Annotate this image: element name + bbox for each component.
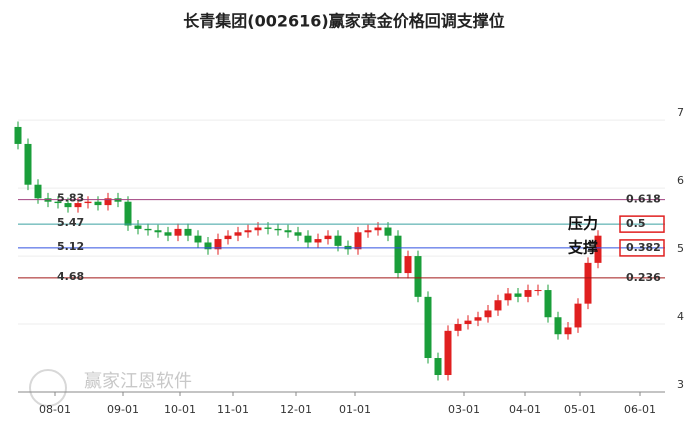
candle-body [224,235,232,240]
candle-body [94,201,102,206]
candle-body [234,232,242,236]
candle-body [104,198,112,206]
x-tick-label: 01-01 [339,403,371,416]
candle-body [594,235,602,263]
candle-body [354,232,362,250]
candle-body [14,126,22,144]
x-tick-label: 08-01 [39,403,71,416]
annotation: 支撑 [567,238,598,256]
candle-body [434,358,442,376]
candle-body [154,230,162,233]
level-name: 0.236 [626,271,661,284]
y-tick-label: 6 [677,174,684,187]
candle-body [384,227,392,236]
x-tick-label: 06-01 [624,403,656,416]
x-tick-label: 03-01 [448,403,480,416]
candle-body [424,296,432,359]
watermark: 赢家江恩软件 [29,369,192,407]
x-tick-label: 09-01 [107,403,139,416]
candle-body [554,317,562,335]
candle-body [244,230,252,233]
level-name: 0.5 [626,217,646,230]
candle-body [84,201,92,204]
y-tick-label: 7 [677,106,684,119]
annotation: 压力 [568,215,598,233]
candle-body [534,290,542,292]
candle-body [404,256,412,274]
candle-body [284,230,292,233]
candle-body [214,239,222,250]
candle-body [484,310,492,318]
candle-body [264,227,272,229]
candle-body [304,235,312,243]
level-box [619,239,665,257]
x-tick-label: 11-01 [217,403,249,416]
candle-body [414,256,422,297]
candle-body [474,317,482,321]
candle-body [514,293,522,297]
candle-body [584,262,592,304]
candle-body [74,203,82,208]
watermark-text: 赢家江恩软件 [84,370,192,392]
candle-body [464,320,472,325]
candle-body [504,293,512,301]
candle-body [174,228,182,236]
candle-body [314,239,322,243]
x-tick-label: 10-01 [164,403,196,416]
watermark-logo [29,369,67,407]
candle-body [524,290,532,297]
y-tick-label: 5 [677,242,684,255]
level-value-label: 5.83 [57,192,84,205]
x-tick-label: 04-01 [509,403,541,416]
x-tick-label: 12-01 [280,403,312,416]
candle-body [364,230,372,233]
candle-body [144,228,152,231]
candle-body [324,235,332,240]
y-tick-label: 3 [677,378,684,391]
candle-body [334,235,342,246]
candle-body [454,324,462,331]
candle-body [394,235,402,274]
candle-body [184,228,192,236]
level-name: 0.618 [626,193,661,206]
y-tick-label: 4 [677,310,684,323]
chart-title: 长青集团(002616)赢家黄金价格回调支撑位 [183,12,504,31]
candle-body [134,225,142,229]
candle-body [294,232,302,236]
x-tick-label: 05-01 [564,403,596,416]
level-value-label: 5.12 [57,240,84,253]
level-box [619,215,665,233]
candle-body [274,228,282,231]
level-value-label: 5.47 [57,216,84,229]
candle-body [564,327,572,335]
candle-body [164,232,172,236]
candle-body [444,330,452,376]
candle-body [204,242,212,250]
level-value-label: 4.68 [57,270,84,283]
candle-body [54,201,62,204]
candle-body [544,290,552,318]
candle-body [494,300,502,311]
candle-body [254,227,262,231]
candle-body [194,235,202,243]
level-name: 0.382 [626,241,661,254]
candle-body [574,303,582,328]
candle-body [64,203,72,208]
candle-body [374,227,382,231]
candle-body [34,184,42,199]
candle-body [124,201,132,226]
candle-body [24,143,32,185]
